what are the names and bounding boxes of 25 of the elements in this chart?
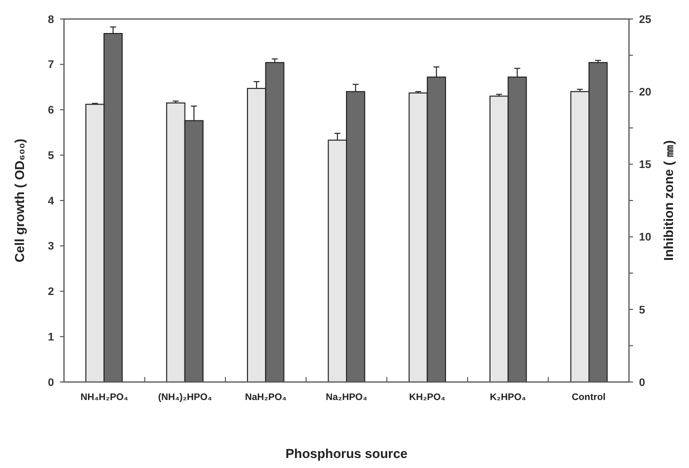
y2-axis-title: Inhibition zone ( ㎜) [661, 140, 676, 261]
x-tick-label: K₂HPO₄ [490, 392, 526, 403]
x-tick-label: (NH₄)₂HPO₄ [158, 392, 212, 403]
y-tick-label: 7 [48, 59, 54, 72]
y-tick-label: 4 [48, 195, 55, 208]
x-axis-title: Phosphorus source [285, 446, 408, 461]
y2-tick-label: 0 [639, 376, 646, 389]
y2-tick-label: 10 [639, 232, 652, 244]
x-tick-label: NaH₂PO₄ [245, 392, 287, 403]
y-tick-label: 1 [48, 331, 54, 344]
y-tick-label: 2 [48, 286, 54, 298]
x-tick-label: Control [572, 392, 606, 403]
y-tick-label: 5 [48, 150, 54, 162]
y2-tick-label: 20 [639, 86, 652, 98]
y2-tick-label: 15 [639, 159, 652, 172]
x-tick-label: Na₂HPO₄ [326, 392, 368, 403]
y2-tick-label: 5 [639, 304, 646, 316]
y-tick-label: 0 [48, 376, 54, 389]
x-tick-label: NH₄H₂PO₄ [80, 392, 129, 403]
y-tick-label: 6 [48, 104, 54, 117]
y-axis-title: Cell growth ( OD₆₀₀) [12, 138, 27, 262]
y-tick-label: 8 [48, 14, 54, 26]
y-tick-label: 3 [48, 240, 54, 253]
y2-tick-label: 25 [639, 14, 652, 26]
x-tick-label: KH₂PO₄ [409, 392, 446, 403]
